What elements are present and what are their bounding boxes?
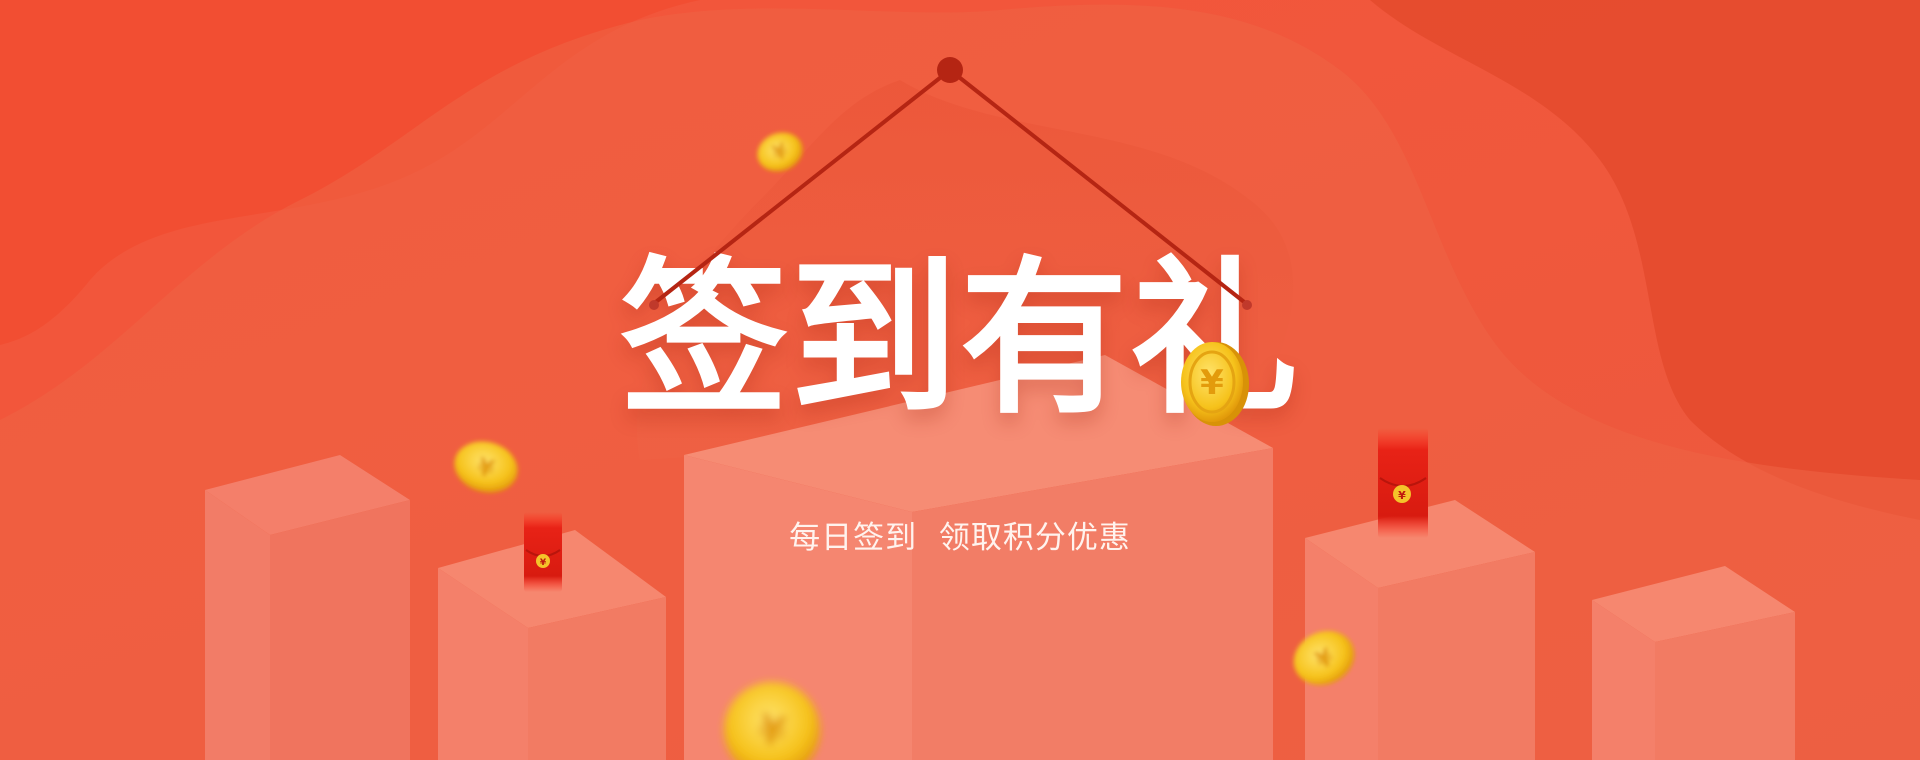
- building-left: [205, 455, 410, 760]
- building-far-right: [1592, 566, 1795, 760]
- banner-title: 签到有礼: [620, 241, 1300, 437]
- banner-subtitle: 每日签到 领取积分优惠: [789, 520, 1131, 556]
